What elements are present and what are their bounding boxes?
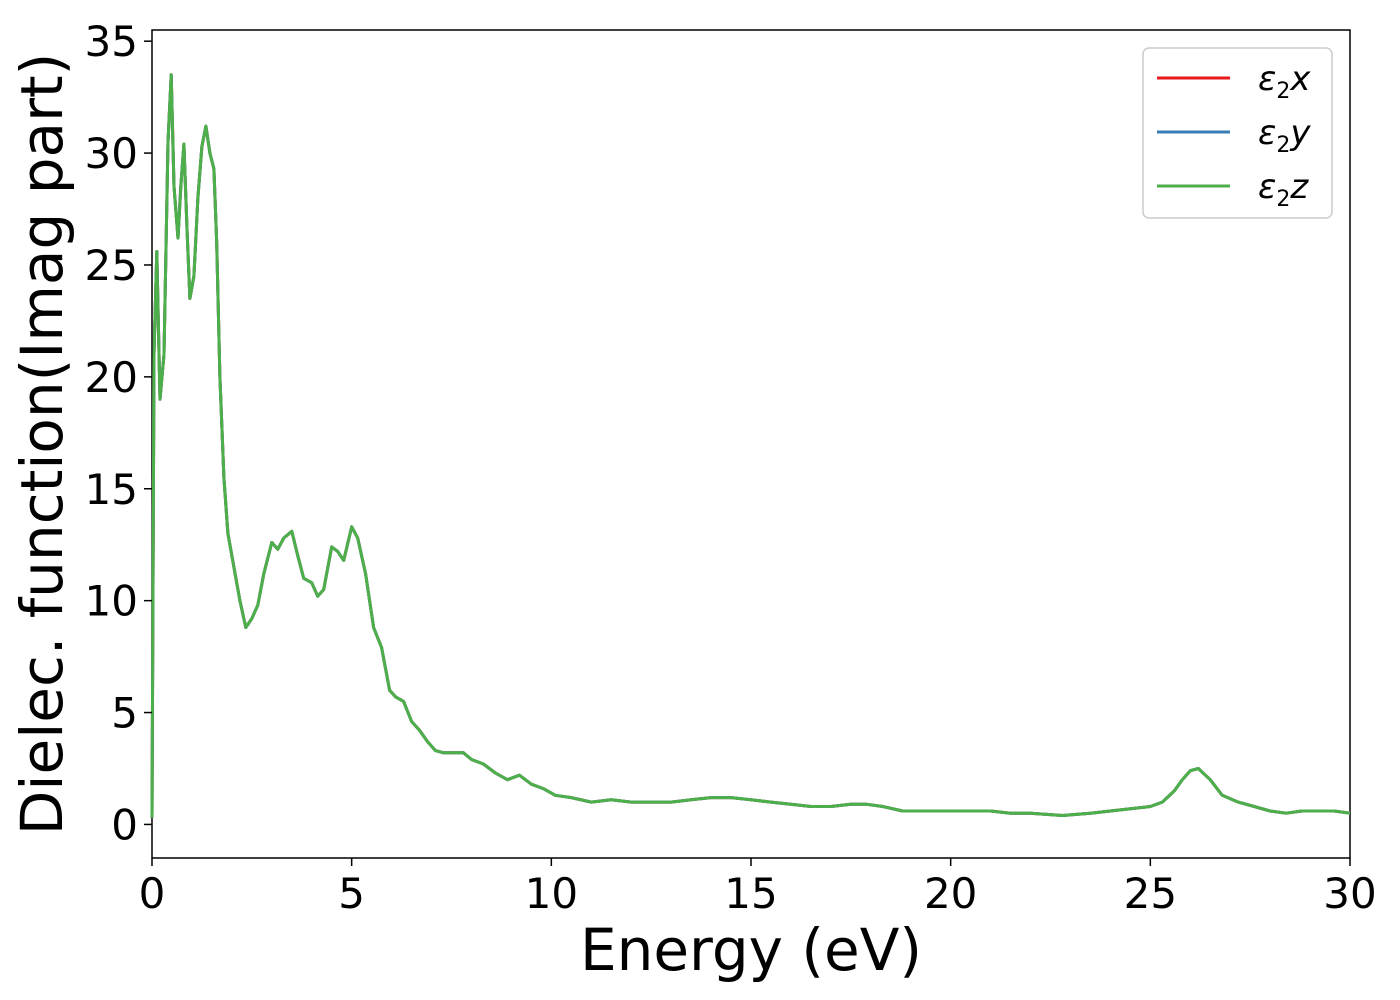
x-tick-label: 30 (1323, 869, 1376, 918)
legend-label-subscript: 2 (1276, 133, 1290, 158)
y-tick-label: 15 (85, 465, 138, 514)
y-tick-label: 0 (111, 800, 138, 849)
legend-label-axis: y (1289, 113, 1311, 153)
series-group (150, 73, 1351, 818)
x-axis-ticks: 0 5 10 15 20 25 30 (139, 858, 1377, 918)
x-tick-label: 5 (338, 869, 365, 918)
x-tick-label: 20 (924, 869, 977, 918)
legend-label-axis: z (1289, 167, 1309, 207)
legend-label-base: ε (1258, 167, 1276, 207)
y-axis-label: Dielec. function(Imag part) (8, 53, 76, 836)
legend-label-base: ε (1258, 59, 1276, 99)
legend-label-subscript: 2 (1276, 79, 1290, 104)
x-tick-label: 25 (1124, 869, 1177, 918)
x-tick-label: 0 (139, 869, 166, 918)
series-line-ε2z (150, 73, 1351, 818)
y-tick-label: 5 (111, 689, 138, 738)
x-axis-label: Energy (eV) (580, 916, 922, 984)
y-tick-label: 35 (85, 17, 138, 66)
y-tick-label: 20 (85, 353, 138, 402)
y-tick-label: 25 (85, 241, 138, 290)
legend-label: ε2y (1258, 113, 1311, 158)
legend-label-base: ε (1258, 113, 1276, 153)
y-tick-label: 30 (85, 129, 138, 178)
x-tick-label: 10 (525, 869, 578, 918)
legend-label: ε2x (1258, 59, 1311, 104)
legend-label-subscript: 2 (1276, 187, 1290, 212)
legend-label-axis: x (1289, 59, 1311, 99)
y-axis-ticks: 0 5 10 15 20 25 30 35 (85, 17, 152, 849)
y-tick-label: 10 (85, 577, 138, 626)
legend-box (1142, 47, 1333, 219)
x-tick-label: 15 (724, 869, 777, 918)
legend-label: ε2z (1258, 167, 1309, 212)
